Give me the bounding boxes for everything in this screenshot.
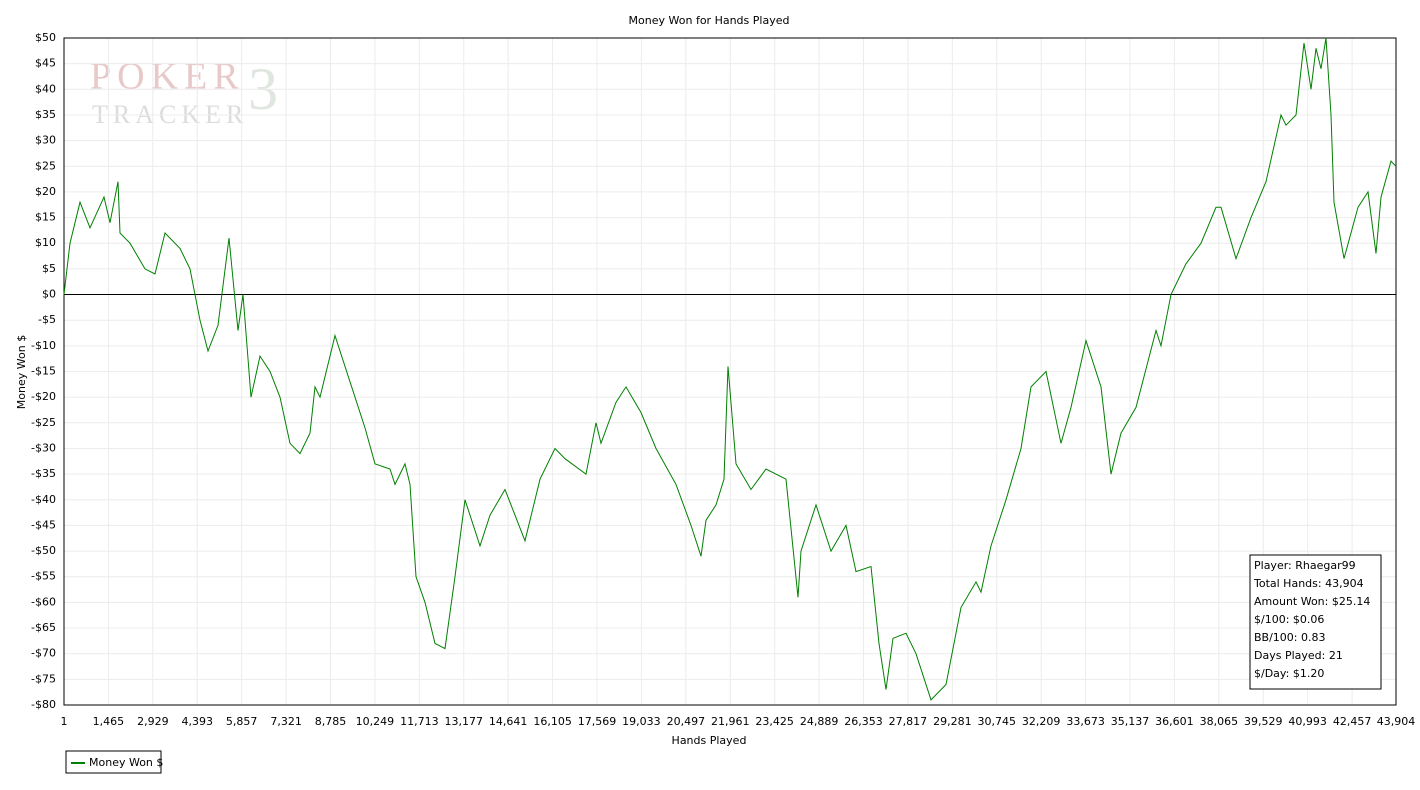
x-tick-label: 42,457 [1333,715,1372,728]
y-tick-label: -$35 [31,467,56,480]
y-axis-label: Money Won $ [15,335,28,409]
x-tick-label: 23,425 [755,715,794,728]
x-axis-label: Hands Played [672,734,747,747]
y-tick-label: -$75 [31,672,56,685]
x-tick-label: 19,033 [622,715,661,728]
legend-box [65,750,162,774]
x-tick-label: 30,745 [978,715,1017,728]
x-tick-label: 35,137 [1111,715,1150,728]
x-tick-label: 10,249 [356,715,395,728]
x-tick-label: 13,177 [445,715,484,728]
x-tick-label: 20,497 [667,715,706,728]
y-tick-label: $50 [35,31,56,44]
y-tick-label: -$55 [31,570,56,583]
y-tick-label: -$40 [31,493,56,506]
x-tick-label: 27,817 [889,715,928,728]
x-tick-label: 17,569 [578,715,617,728]
x-tick-label: 38,065 [1200,715,1239,728]
x-tick-label: 43,904 [1377,715,1416,728]
y-tick-label: -$30 [31,441,56,454]
x-tick-label: 7,321 [270,715,302,728]
y-tick-label: -$15 [31,365,56,378]
y-tick-label: -$5 [38,313,56,326]
info-line: Player: Rhaegar99 [1254,559,1356,572]
info-line: BB/100: 0.83 [1254,631,1326,644]
x-tick-label: 8,785 [315,715,347,728]
x-tick-label: 1,465 [93,715,125,728]
plot-border [63,37,1397,706]
y-tick-label: $35 [35,108,56,121]
x-tick-label: 2,929 [137,715,169,728]
watermark: POKER [90,56,245,98]
x-tick-label: 11,713 [400,715,439,728]
x-tick-label: 24,889 [800,715,839,728]
x-tick-label: 39,529 [1244,715,1283,728]
y-tick-label: $25 [35,159,56,172]
y-tick-label: $40 [35,82,56,95]
y-tick-label: -$80 [31,698,56,711]
y-tick-label: -$60 [31,595,56,608]
x-tick-label: 1 [61,715,68,728]
y-tick-label: -$25 [31,416,56,429]
y-tick-label: -$10 [31,339,56,352]
y-tick-label: $10 [35,236,56,249]
x-tick-label: 14,641 [489,715,528,728]
info-box [1249,554,1382,690]
x-tick-label: 29,281 [933,715,972,728]
y-tick-label: $30 [35,134,56,147]
y-tick-label: $5 [42,262,56,275]
x-tick-label: 21,961 [711,715,750,728]
x-tick-label: 26,353 [844,715,883,728]
x-tick-label: 32,209 [1022,715,1061,728]
info-line: Total Hands: 43,904 [1253,577,1364,590]
chart-title: Money Won for Hands Played [629,14,790,27]
y-tick-label: $0 [42,288,56,301]
x-tick-label: 36,601 [1155,715,1194,728]
y-tick-label: $45 [35,57,56,70]
y-tick-label: -$45 [31,518,56,531]
x-tick-label: 4,393 [182,715,214,728]
y-tick-label: -$50 [31,544,56,557]
x-tick-label: 33,673 [1066,715,1105,728]
x-tick-label: 40,993 [1288,715,1327,728]
info-line: Amount Won: $25.14 [1254,595,1370,608]
x-tick-label: 16,105 [533,715,572,728]
y-tick-label: -$70 [31,647,56,660]
info-line: $/Day: $1.20 [1254,667,1324,680]
y-tick-label: -$20 [31,390,56,403]
y-tick-label: -$65 [31,621,56,634]
data-line [63,37,1397,701]
info-line: Days Played: 21 [1254,649,1343,662]
y-tick-label: $15 [35,211,56,224]
legend-label: Money Won $ [89,756,163,769]
x-tick-label: 5,857 [226,715,258,728]
watermark: 3 [248,56,278,122]
y-tick-label: $20 [35,185,56,198]
info-line: $/100: $0.06 [1254,613,1324,626]
